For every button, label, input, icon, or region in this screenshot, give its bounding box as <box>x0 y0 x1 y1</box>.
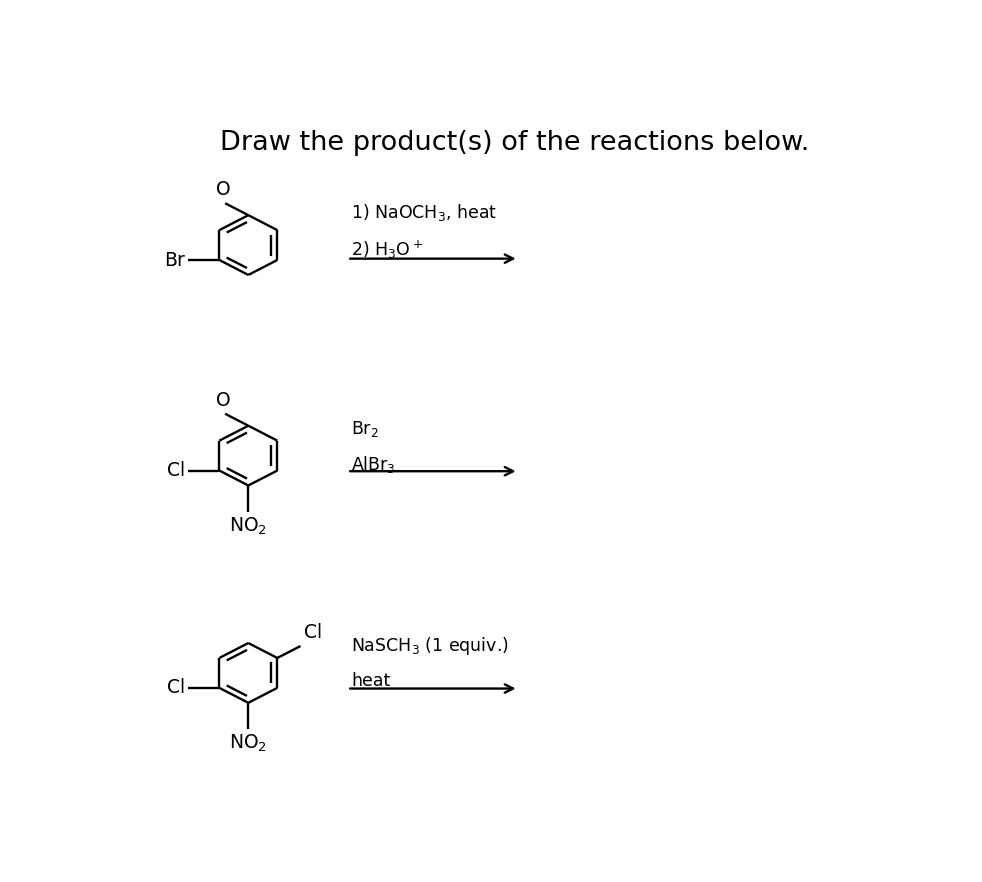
Text: NaSCH$_3$ (1 equiv.): NaSCH$_3$ (1 equiv.) <box>352 635 509 656</box>
Text: Draw the product(s) of the reactions below.: Draw the product(s) of the reactions bel… <box>220 130 809 155</box>
Text: heat: heat <box>352 672 390 691</box>
Text: NO$_2$: NO$_2$ <box>229 733 267 754</box>
Text: O: O <box>216 391 231 409</box>
Text: Cl: Cl <box>167 461 186 480</box>
Text: Cl: Cl <box>303 623 322 642</box>
Text: Cl: Cl <box>167 678 186 698</box>
Text: 2) H$_3$O$^+$: 2) H$_3$O$^+$ <box>352 239 423 261</box>
Text: NO$_2$: NO$_2$ <box>229 516 267 537</box>
Text: 1) NaOCH$_3$, heat: 1) NaOCH$_3$, heat <box>352 202 497 223</box>
Text: O: O <box>216 180 231 199</box>
Text: Br$_2$: Br$_2$ <box>352 419 379 438</box>
Text: Br: Br <box>165 250 186 270</box>
Text: AlBr$_3$: AlBr$_3$ <box>352 454 396 475</box>
